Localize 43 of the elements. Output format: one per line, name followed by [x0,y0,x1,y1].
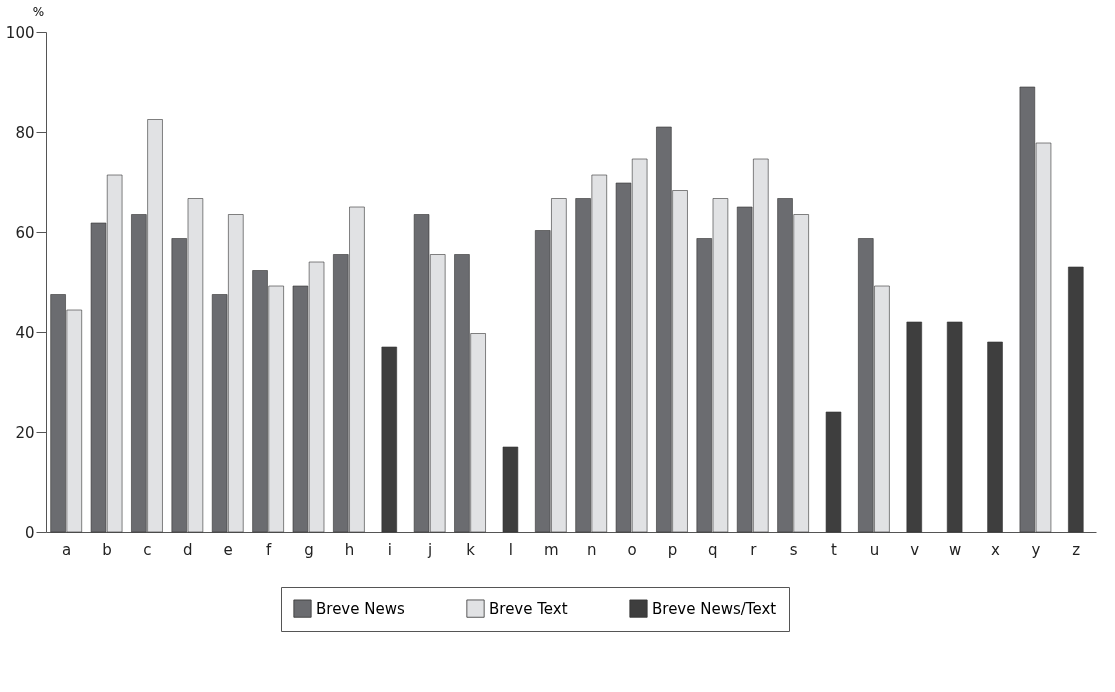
legend-label: Breve News [316,599,405,618]
x-tick-label: x [991,540,1001,559]
x-tick-label: b [102,540,112,559]
x-tick-label: l [508,540,514,559]
bar [381,346,397,533]
bar [1068,266,1084,533]
x-tick-label: y [1031,540,1041,559]
x-tick-label: s [789,540,798,559]
bar [825,411,842,533]
y-tick-label: 80 [15,123,35,142]
x-tick-label: c [143,540,152,559]
bar [987,341,1003,533]
x-tick-label: o [627,540,637,559]
x-tick-label: u [869,540,880,559]
x-tick-label: h [344,540,355,559]
x-tick-label: a [62,540,72,559]
legend-label: Breve Text [489,599,568,618]
y-tick-label: 40 [15,323,35,342]
y-tick-label: 60 [15,223,35,242]
x-tick-label: i [387,540,392,559]
x-tick-label: t [831,540,838,559]
x-tick-label: e [223,540,233,559]
bar [906,321,922,533]
y-tick-label: 0 [24,523,35,542]
x-tick-label: q [708,540,718,559]
x-tick-label: g [304,540,314,559]
y-tick-label: 100 [5,23,35,42]
x-tick-label: n [586,540,597,559]
x-tick-label: p [667,540,678,559]
bar [946,321,963,533]
x-tick-label: d [183,540,193,559]
x-tick-label: m [544,540,559,559]
x-tick-label: j [427,540,433,559]
y-axis-title: % [32,4,45,19]
legend-label: Breve News/Text [652,599,777,618]
bar [502,446,519,533]
x-tick-label: z [1072,540,1081,559]
x-tick-label: v [910,540,920,559]
x-tick-label: w [949,540,962,559]
y-tick-label: 20 [15,423,35,442]
x-tick-label: r [750,540,758,559]
x-tick-label: f [265,540,272,559]
x-tick-label: k [466,540,476,559]
